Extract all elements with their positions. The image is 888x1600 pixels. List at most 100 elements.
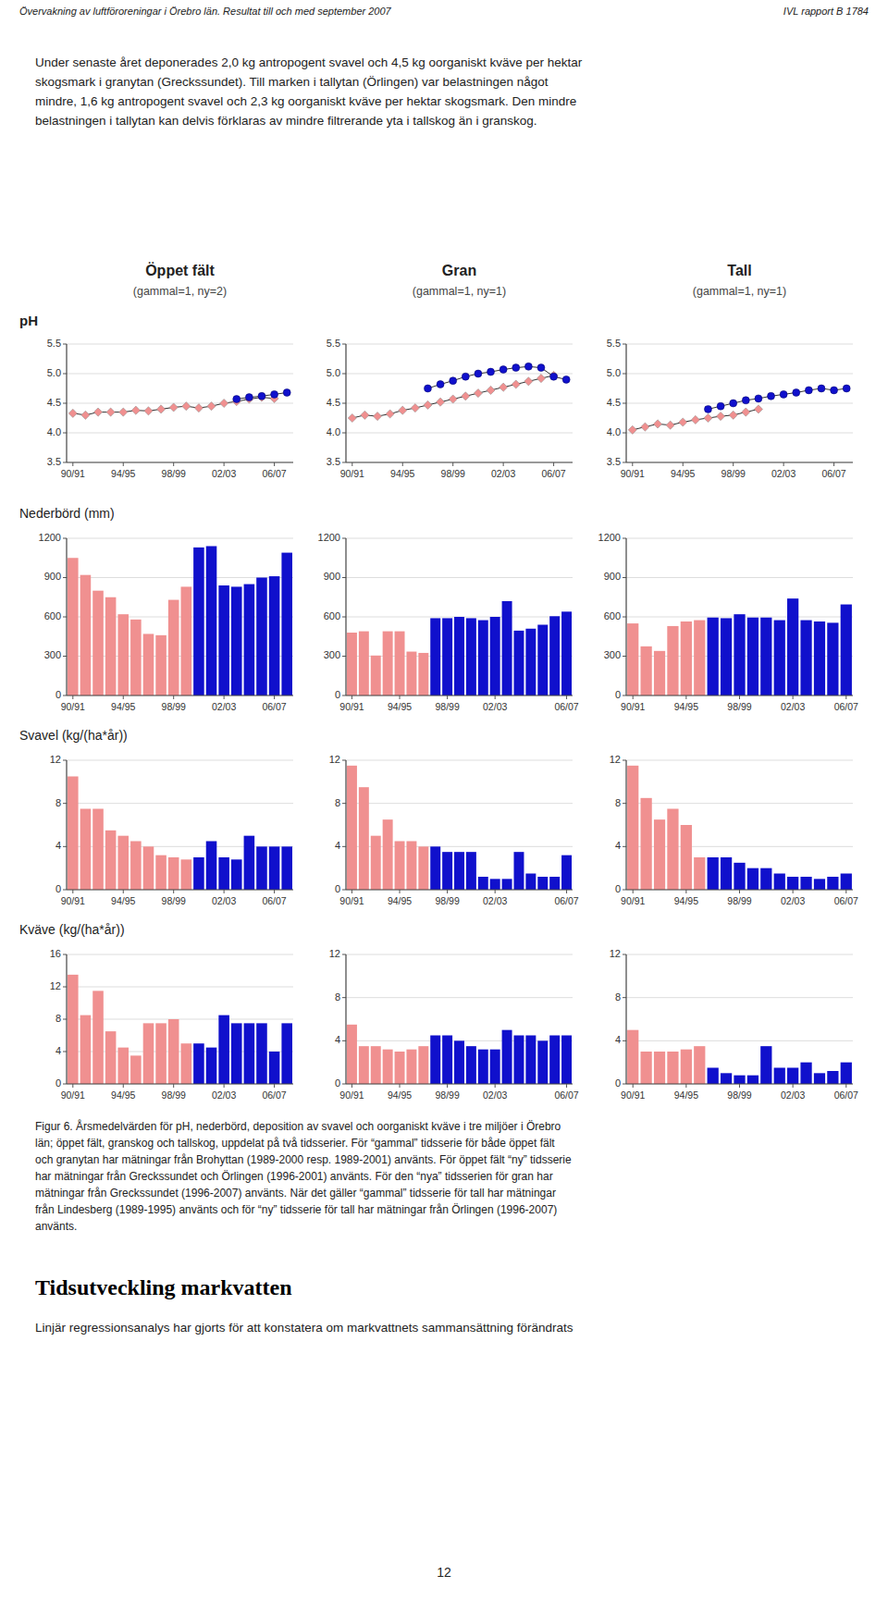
x-tick: [446, 695, 448, 700]
grid-line: [626, 997, 853, 999]
point: [194, 404, 203, 413]
x-tick: [172, 889, 174, 894]
x-tick: [494, 889, 496, 894]
x-axis: [66, 888, 294, 890]
bar: [181, 1043, 193, 1085]
x-tick: [446, 1084, 448, 1088]
chart: 0300600900120090/9194/9598/9902/0306/07: [598, 531, 860, 713]
series-line: [352, 375, 555, 419]
y-tick-label: 0: [615, 883, 621, 895]
y-tick-label: 0: [334, 689, 341, 701]
bar: [168, 857, 180, 890]
point: [690, 415, 700, 424]
y-tick-label: 0: [334, 883, 341, 895]
point: [423, 400, 432, 409]
bar: [168, 1019, 180, 1085]
point: [842, 384, 851, 393]
y-tick-label: 300: [604, 649, 621, 661]
bar: [269, 1051, 281, 1085]
grid-line: [345, 760, 573, 762]
x-axis: [66, 694, 294, 696]
y-tick-label: 8: [615, 991, 621, 1003]
grid-line: [66, 1084, 294, 1086]
y-tick-label: 12: [49, 753, 62, 765]
y-tick-label: 12: [609, 753, 621, 765]
plot-area: [346, 601, 572, 696]
point: [486, 385, 495, 395]
bar: [693, 1046, 705, 1085]
point: [804, 386, 813, 395]
point: [93, 407, 102, 417]
point: [741, 396, 750, 405]
point: [729, 399, 738, 407]
x-tick: [739, 695, 740, 700]
bar: [117, 614, 129, 696]
bar: [640, 798, 652, 890]
bar: [406, 1049, 417, 1085]
x-tick: [452, 462, 454, 467]
x-tick-label: 02/03: [482, 1089, 507, 1101]
bar: [92, 809, 104, 891]
bar: [787, 1068, 799, 1086]
y-axis: [625, 760, 627, 890]
point: [754, 394, 763, 403]
bar: [814, 621, 826, 696]
grid-line: [345, 432, 573, 434]
grid-line: [345, 954, 573, 956]
bar: [442, 617, 453, 696]
point: [550, 372, 558, 381]
x-tick: [732, 462, 734, 467]
x-tick: [685, 889, 687, 894]
bar: [218, 1015, 230, 1085]
x-tick: [845, 695, 847, 700]
x-tick-label: 90/91: [339, 701, 364, 713]
y-tick-label: 4.0: [47, 426, 62, 438]
x-tick-label: 06/07: [261, 468, 286, 480]
y-axis: [345, 954, 346, 1085]
x-tick: [833, 462, 835, 467]
bar: [653, 651, 666, 696]
series-line: [632, 408, 759, 430]
bar: [155, 1023, 167, 1085]
point: [410, 404, 420, 413]
bar: [502, 601, 513, 696]
bar: [549, 616, 560, 696]
x-tick: [399, 1084, 401, 1088]
bar: [814, 878, 826, 890]
y-axis: [65, 344, 67, 463]
y-tick-label: 0: [615, 689, 621, 701]
y-tick-label: 1200: [318, 531, 341, 543]
x-tick-label: 90/91: [339, 1089, 364, 1101]
x-axis: [345, 888, 573, 890]
x-tick: [351, 695, 353, 700]
bar: [346, 1024, 358, 1085]
y-axis: [345, 760, 346, 890]
plot-area: [68, 388, 291, 420]
y-axis: [345, 344, 346, 463]
bar: [490, 616, 501, 696]
y-tick-label: 4.5: [606, 396, 621, 408]
chart: 0481290/9194/9598/9902/0306/07: [329, 753, 580, 907]
heading: Tidsutveckling markvatten: [35, 1275, 293, 1300]
point: [511, 380, 520, 389]
bar: [382, 1049, 394, 1085]
y-tick-label: 3.5: [47, 456, 62, 468]
plot-area: [346, 765, 572, 890]
x-tick-label: 90/91: [620, 1089, 645, 1101]
x-tick-label: 02/03: [211, 1089, 236, 1101]
bar: [370, 655, 382, 696]
grid-line: [626, 432, 853, 434]
bar: [774, 1068, 786, 1086]
bar: [549, 876, 560, 890]
y-tick-label: 5.5: [326, 337, 341, 349]
bar: [707, 617, 719, 696]
bar: [143, 1023, 155, 1085]
x-tick: [845, 889, 847, 894]
grid-line: [66, 986, 294, 988]
y-tick-label: 4.5: [47, 396, 62, 408]
x-tick-label: 06/07: [834, 1089, 859, 1101]
x-tick: [494, 1084, 496, 1088]
x-axis: [345, 461, 573, 463]
bar: [627, 1030, 639, 1085]
bar: [466, 851, 477, 890]
